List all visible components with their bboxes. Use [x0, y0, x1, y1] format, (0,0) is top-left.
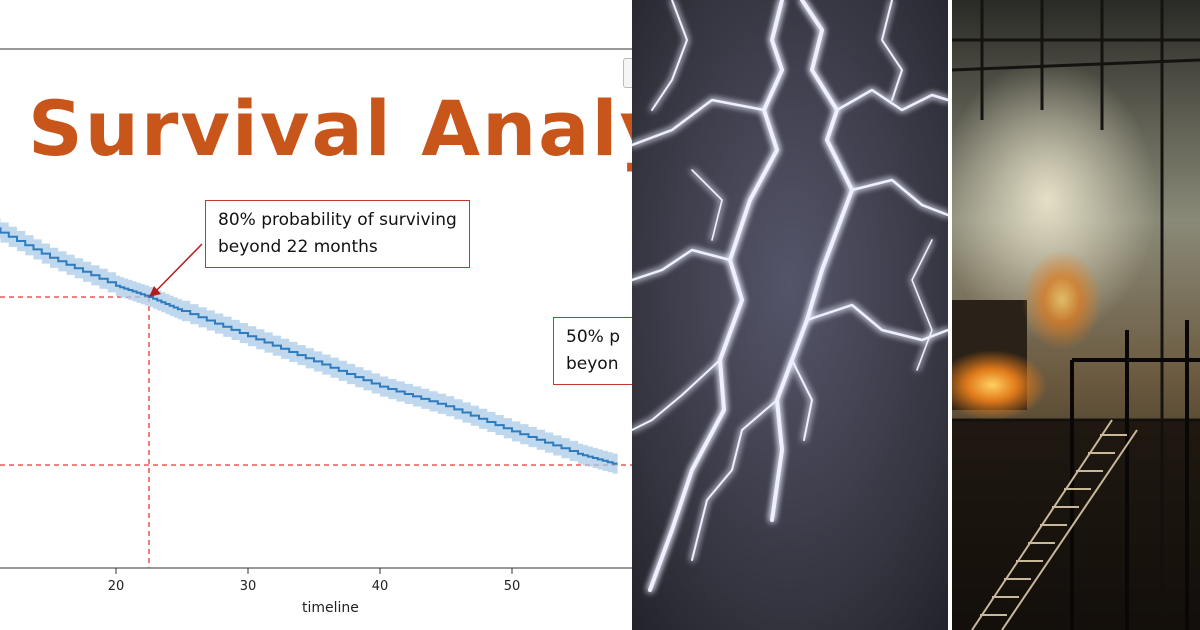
survival-analysis-panel: 20 30 40 50 Survival Analy 80% probability …: [0, 48, 632, 616]
x-tick-label: 40: [372, 579, 389, 594]
x-axis-label: timeline: [302, 600, 359, 616]
survival-curve: [0, 227, 618, 465]
annotation-arrow: [154, 243, 203, 293]
x-tick-label: 50: [504, 579, 521, 594]
industrial-image: [952, 0, 1200, 630]
page-title: Survival Analy: [28, 84, 632, 173]
scroll-handle[interactable]: [623, 58, 632, 88]
annotation-arrowhead: [149, 286, 161, 297]
annotation-80-line2: beyond 22 months: [218, 237, 378, 257]
steel-plant-photo: [952, 0, 1200, 630]
annotation-80-line1: 80% probability of surviving: [218, 210, 457, 230]
panel-divider: [948, 0, 952, 630]
annotation-50-line1: 50% p: [566, 327, 620, 347]
lightning-photo: [632, 0, 948, 630]
survival-chart: 20 30 40 50: [0, 48, 632, 594]
lightning-image: [632, 0, 948, 630]
x-tick-label: 20: [108, 579, 125, 594]
annotation-50-line2: beyon: [566, 354, 619, 374]
annotation-50-percent: 50% p beyon: [553, 317, 632, 385]
x-tick-label: 30: [240, 579, 257, 594]
annotation-80-percent: 80% probability of surviving beyond 22 m…: [205, 200, 470, 268]
